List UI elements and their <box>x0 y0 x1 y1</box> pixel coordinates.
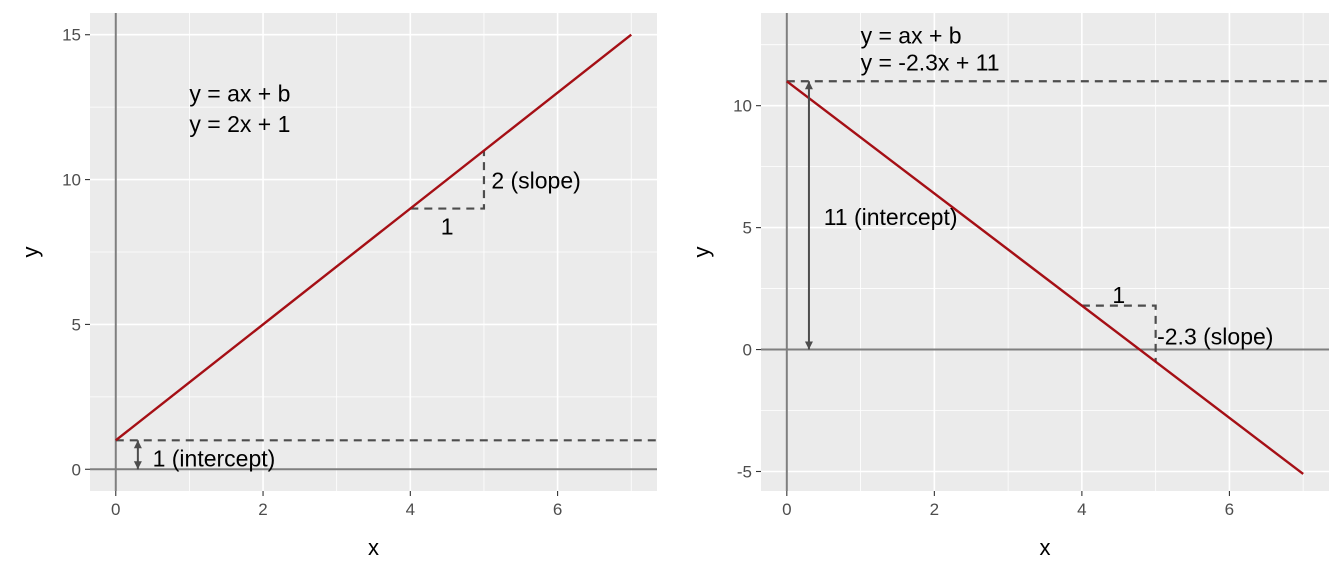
intercept-label: 1 (intercept) <box>153 445 276 471</box>
x-tick-label: 4 <box>406 500 415 519</box>
chart-panel-left: 0 2 4 6 0 5 10 15 x y y = ax + b y = 2x + 1 1 2 (slop… <box>18 13 657 560</box>
x-tick-label: 6 <box>553 500 562 519</box>
slope-triangle <box>1081 304 1157 362</box>
equation-general-label: y = ax + b <box>189 80 290 106</box>
y-tick-label: 15 <box>62 26 81 45</box>
y-tick-label: 10 <box>733 97 752 116</box>
slope-rise-label: 2 (slope) <box>491 167 580 193</box>
y-axis-title: y <box>689 247 714 258</box>
y-axis-title: y <box>18 247 43 258</box>
x-tick-label: 0 <box>782 500 791 519</box>
x-tick-label: 6 <box>1225 500 1234 519</box>
regression-line <box>115 33 632 442</box>
slope-run-label: 1 <box>441 214 454 240</box>
equation-label: y = -2.3x + 11 <box>861 49 1000 75</box>
y-tick-label: -5 <box>737 462 752 481</box>
chart-panel-right: 0 2 4 6 -5 0 5 10 x y y = ax + by = -2.3x + 11 1 -2.… <box>689 13 1329 560</box>
equation-label: y = 2x + 1 <box>189 111 290 137</box>
y-tick-label: 5 <box>72 315 81 334</box>
x-tick-label: 4 <box>1077 500 1086 519</box>
y-tick-label: 0 <box>743 341 752 360</box>
slope-rise-label: -2.3 (slope) <box>1157 324 1273 350</box>
y-tick-label: 5 <box>743 219 752 238</box>
slope-run-label: 1 <box>1112 282 1125 308</box>
x-axis-title: x <box>1040 535 1051 560</box>
x-tick-label: 2 <box>258 500 267 519</box>
y-tick-label: 0 <box>72 460 81 479</box>
intercept-arrowhead-bottom <box>804 341 813 350</box>
equation-general-label: y = ax + b <box>861 22 962 48</box>
slope-triangle <box>410 150 486 210</box>
x-tick-label: 2 <box>930 500 939 519</box>
plot-background <box>761 13 1329 491</box>
x-axis-title: x <box>368 535 379 560</box>
intercept-label: 11 (intercept) <box>824 204 958 230</box>
intercept-arrowhead-top <box>133 440 142 449</box>
intercept-arrowhead-bottom <box>133 461 142 470</box>
regression-line <box>786 80 1304 475</box>
intercept-arrowhead-top <box>804 81 813 90</box>
x-tick-label: 0 <box>111 500 120 519</box>
y-tick-label: 10 <box>62 171 81 190</box>
